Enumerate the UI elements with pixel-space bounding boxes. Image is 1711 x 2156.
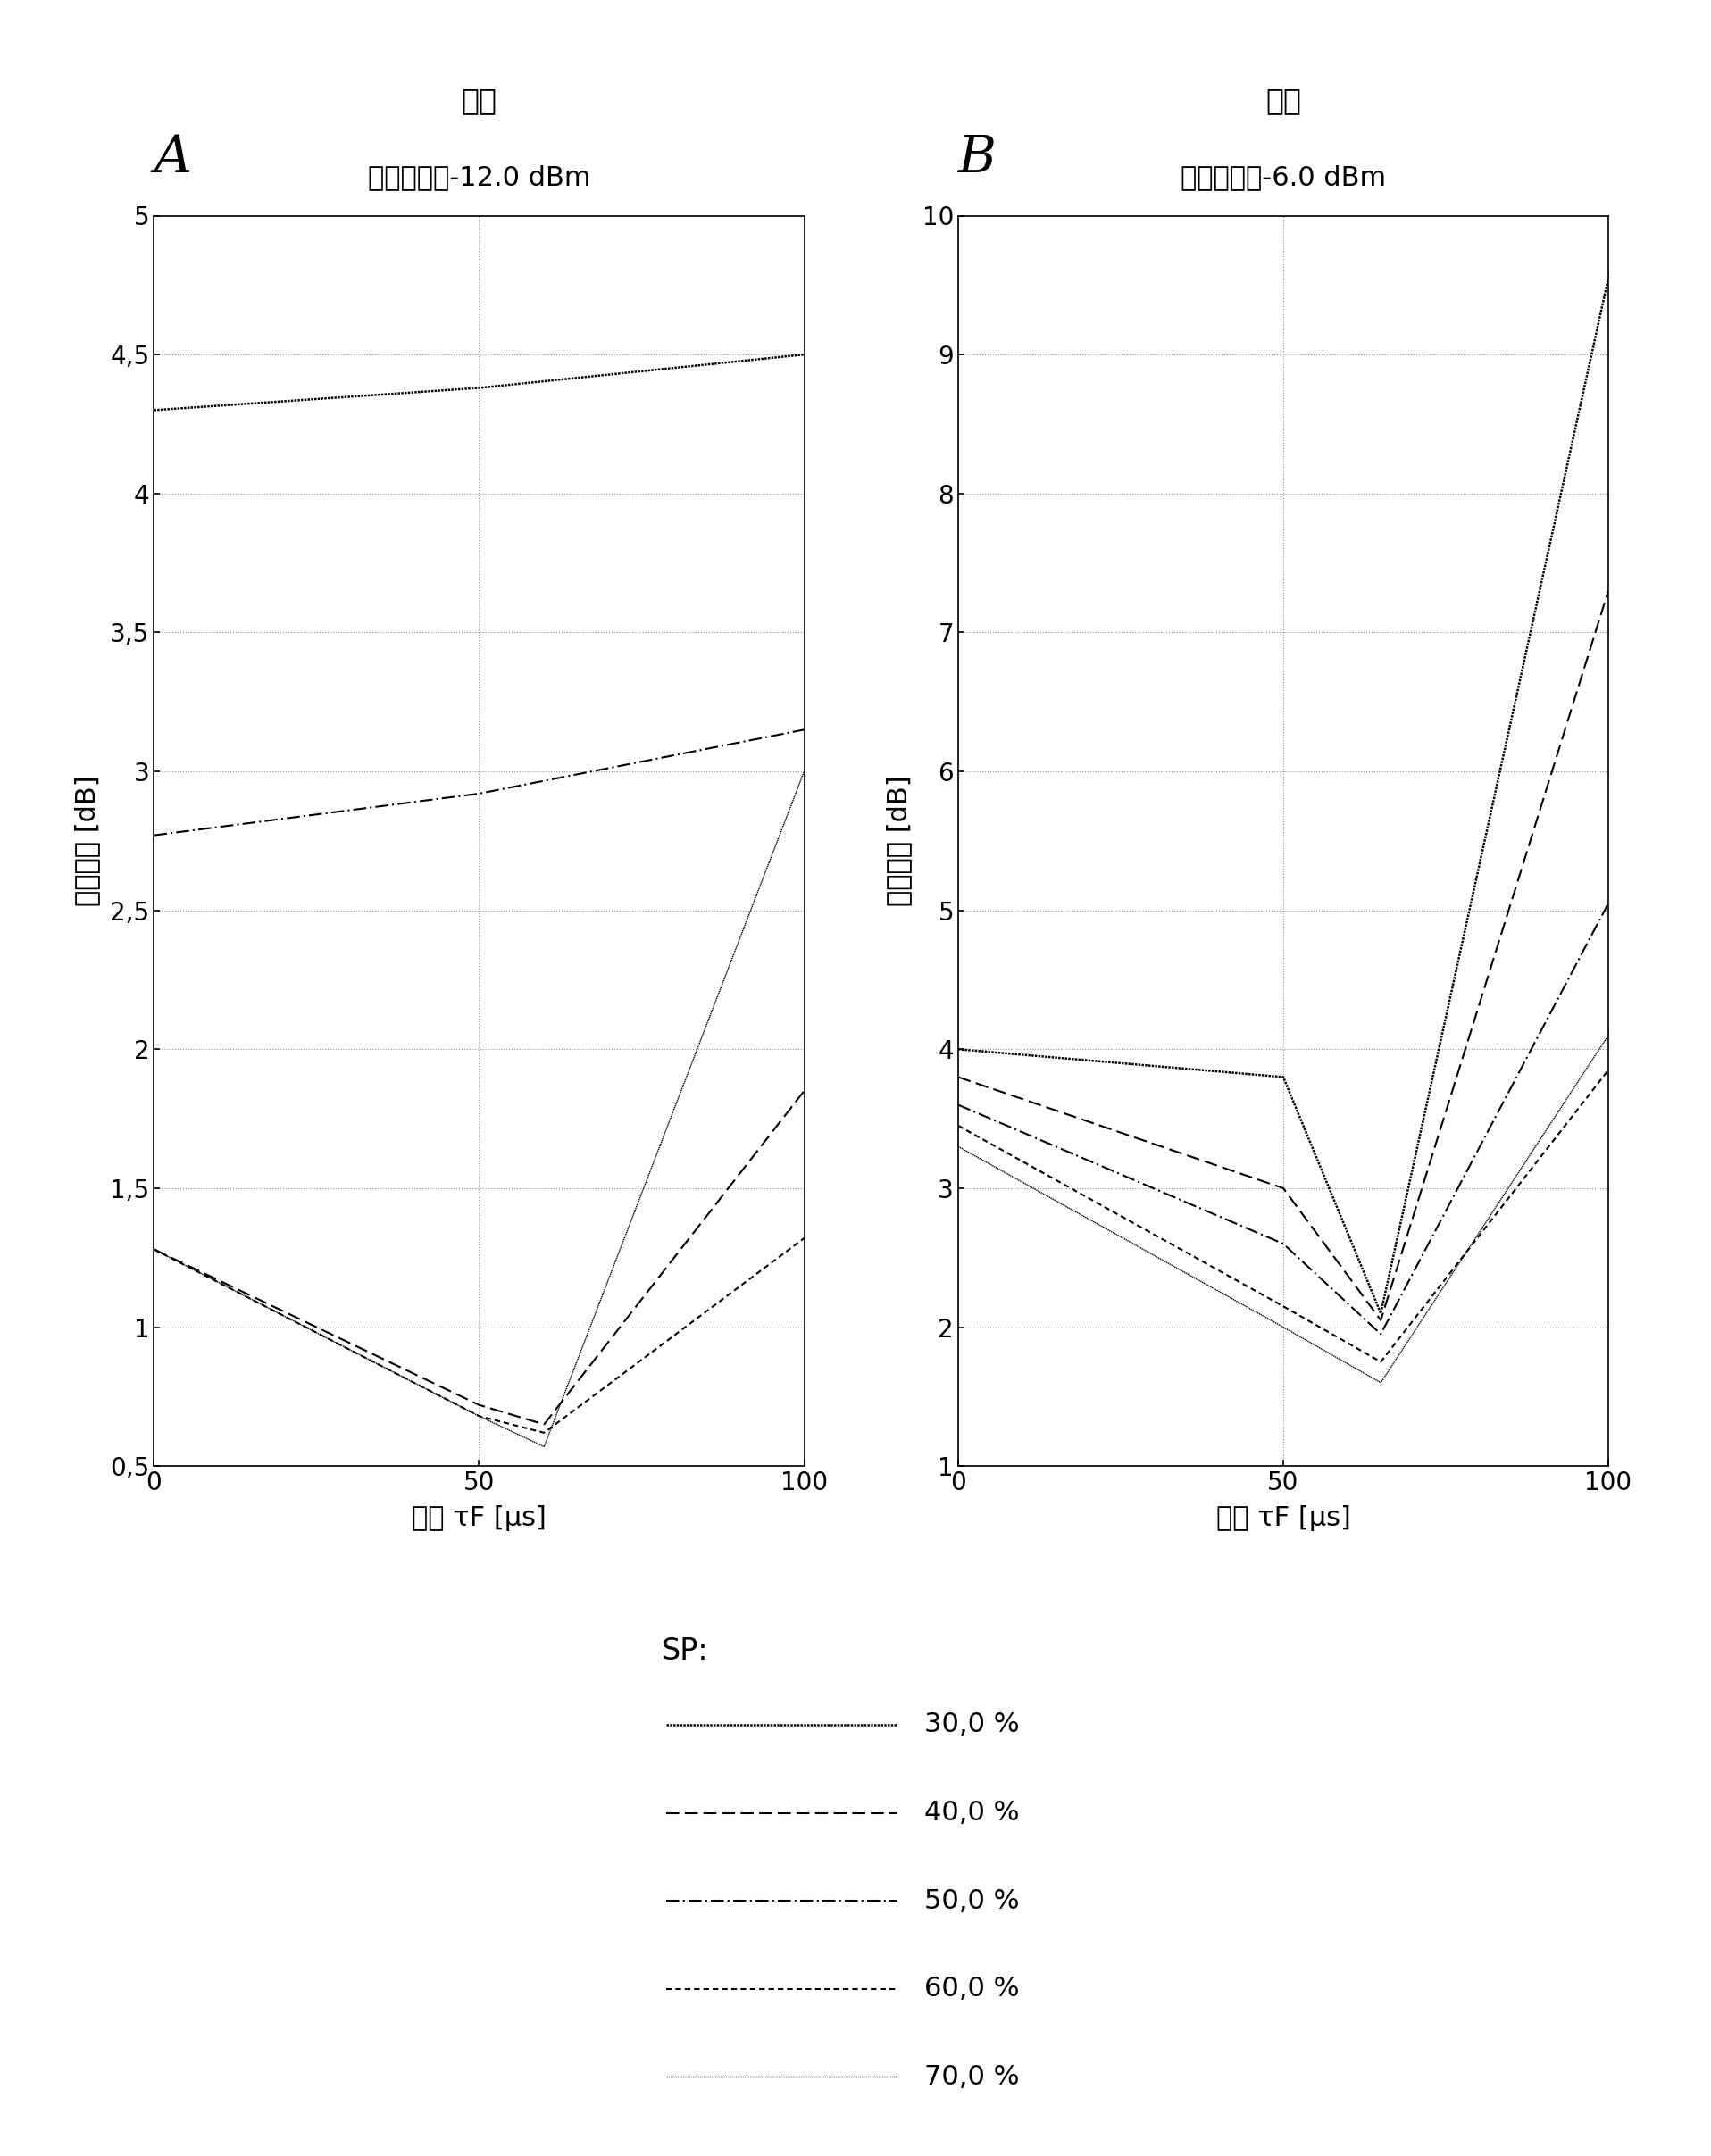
Text: 输入功率：-12.0 dBm: 输入功率：-12.0 dBm <box>368 164 590 190</box>
Text: 70,0 %: 70,0 % <box>924 2063 1020 2089</box>
Text: 40,0 %: 40,0 % <box>924 1800 1020 1826</box>
Y-axis label: 增益变化 [dB]: 增益变化 [dB] <box>74 776 101 906</box>
Text: 50,0 %: 50,0 % <box>924 1889 1020 1915</box>
Text: SP:: SP: <box>660 1636 708 1667</box>
Text: A: A <box>154 134 192 183</box>
Text: 信道: 信道 <box>462 86 496 116</box>
X-axis label: 延迟 τF [μs]: 延迟 τF [μs] <box>412 1505 546 1531</box>
Text: 输入功率：-6.0 dBm: 输入功率：-6.0 dBm <box>1181 164 1386 190</box>
Text: B: B <box>958 134 996 183</box>
X-axis label: 延迟 τF [μs]: 延迟 τF [μs] <box>1217 1505 1350 1531</box>
Text: 30,0 %: 30,0 % <box>924 1712 1020 1738</box>
Y-axis label: 增益变化 [dB]: 增益变化 [dB] <box>886 776 912 906</box>
Text: 信道: 信道 <box>1266 86 1300 116</box>
Text: 60,0 %: 60,0 % <box>924 1975 1020 2001</box>
